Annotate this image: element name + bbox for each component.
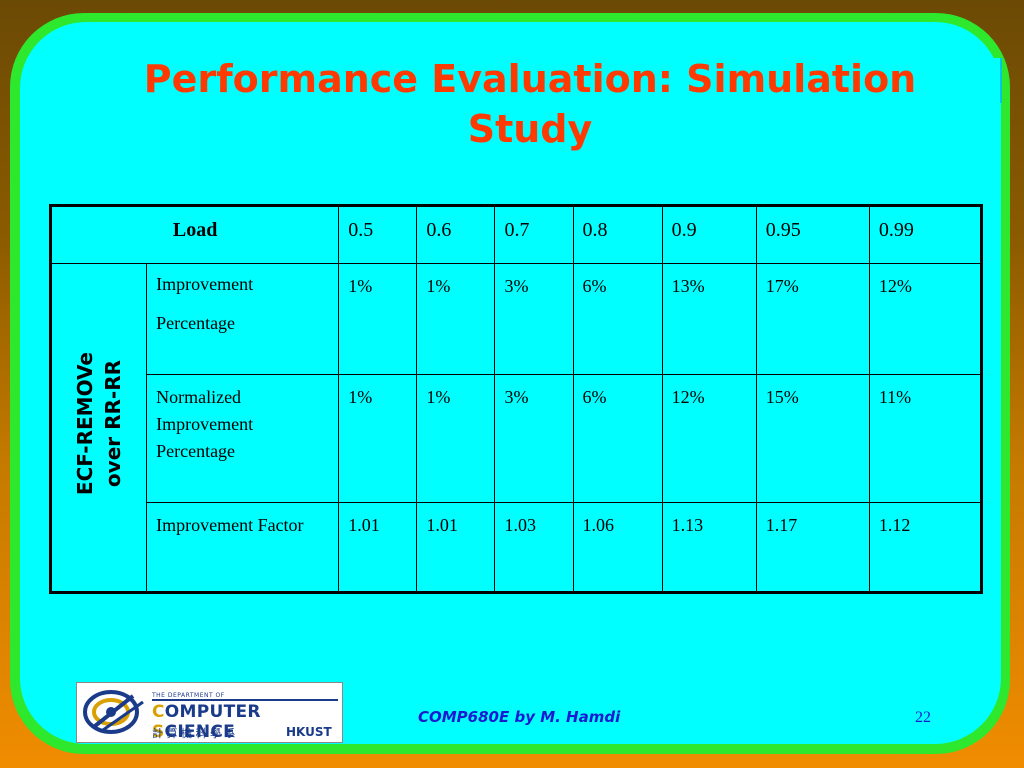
table-row: Improvement Factor 1.01 1.01 1.03 1.06 1… [51, 502, 983, 593]
table-row: Normalized Improvement Percentage 1% 1% … [51, 374, 983, 503]
row-group-text: ECF-REMOVe over RR-RR [71, 352, 127, 495]
table-cell: 1% [338, 374, 418, 503]
table-cell: 15% [755, 374, 870, 503]
table-cell: 1.03 [494, 502, 574, 593]
table-cell: 1.17 [755, 502, 870, 593]
logo-university: HKUST [286, 725, 332, 739]
row-group-line: ECF-REMOVe [73, 351, 98, 496]
table-cell: 3% [494, 263, 574, 375]
row-group-label: ECF-REMOVe over RR-RR [49, 263, 148, 593]
logo-chinese: 計 算 機 科 學 系 [152, 727, 236, 740]
table-cell: 1% [416, 263, 496, 375]
logo-initial: C [152, 702, 165, 722]
load-value: 0.99 [868, 205, 983, 264]
row-group-line: over RR-RR [101, 359, 126, 488]
table-cell: 6% [572, 263, 663, 375]
logo-name: COMPUTER SCIENCE [152, 702, 342, 742]
logo-word: OMPUTER [164, 702, 261, 722]
hkust-emblem-icon [83, 690, 144, 734]
table-cell: 1% [416, 374, 496, 503]
metric-label: Normalized Improvement Percentage [146, 374, 340, 503]
footer-credit: COMP680E by M. Hamdi [418, 708, 621, 726]
load-value: 0.5 [338, 205, 418, 264]
metric-label-line: Improvement [156, 274, 254, 294]
table-cell: 12% [868, 263, 983, 375]
table-cell: 1.06 [572, 502, 663, 593]
table-cell: 1.01 [416, 502, 496, 593]
table-cell: 17% [755, 263, 870, 375]
table-cell: 1.01 [338, 502, 418, 593]
metric-label: Improvement Percentage [146, 263, 340, 375]
table-cell: 1.12 [868, 502, 983, 593]
table-cell: 3% [494, 374, 574, 503]
corner-tab [978, 58, 1002, 103]
department-logo: THE DEPARTMENT OF COMPUTER SCIENCE 計 算 機… [76, 682, 343, 743]
results-table: Load 0.5 0.6 0.7 0.8 0.9 0.95 0.99 ECF-R… [49, 204, 983, 594]
load-value: 0.9 [661, 205, 757, 264]
metric-label: Improvement Factor [146, 502, 340, 593]
table-cell: 12% [661, 374, 757, 503]
slide-title: Performance Evaluation: Simulation Study [143, 57, 917, 151]
load-value: 0.95 [755, 205, 870, 264]
table-cell: 6% [572, 374, 663, 503]
table-cell: 13% [661, 263, 757, 375]
table-row: ECF-REMOVe over RR-RR Improvement Percen… [49, 263, 983, 593]
logo-dept-line: THE DEPARTMENT OF [152, 692, 225, 699]
load-header: Load [49, 205, 340, 264]
load-value: 0.6 [416, 205, 496, 264]
table-cell: 1% [338, 263, 418, 375]
page-number: 22 [915, 709, 931, 726]
load-value: 0.8 [572, 205, 663, 264]
table-header-row: Load 0.5 0.6 0.7 0.8 0.9 0.95 0.99 [49, 205, 983, 264]
table-cell: 1.13 [661, 502, 757, 593]
logo-divider [152, 699, 338, 701]
table-cell: 11% [868, 374, 983, 503]
logo-initial: S [152, 722, 165, 742]
logo-word: CIENCE [164, 722, 236, 742]
metric-label-line: Percentage [156, 313, 236, 333]
load-value: 0.7 [494, 205, 574, 264]
